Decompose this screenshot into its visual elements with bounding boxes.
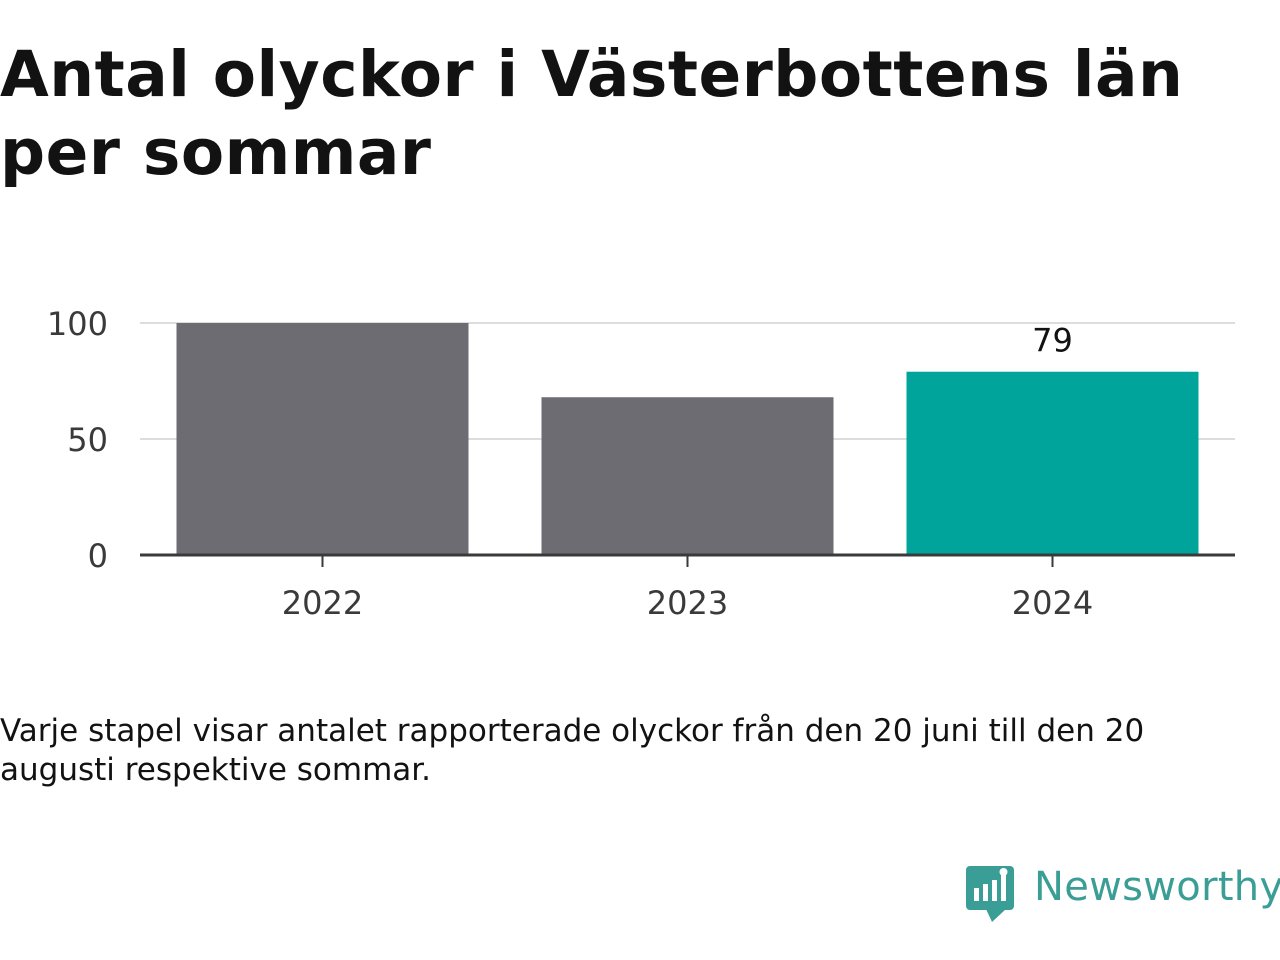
x-tick-label: 2024 [1012, 584, 1093, 622]
brand-logo: Newsworthy [964, 862, 1280, 926]
x-tick-label: 2022 [282, 584, 363, 622]
bars [176, 323, 1199, 555]
y-tick-label: 50 [67, 421, 108, 459]
x-tick-label: 2023 [647, 584, 728, 622]
data-labels: 79 [1032, 322, 1073, 360]
data-label: 79 [1032, 322, 1073, 360]
y-axis-ticks: 0 50 100 [47, 305, 108, 575]
bar-2024 [906, 371, 1199, 555]
y-tick-label: 0 [88, 537, 108, 575]
chart-title: Antal olyckor i Västerbottens län per so… [0, 38, 1184, 189]
brand-name: Newsworthy [1034, 864, 1280, 910]
x-axis: 2022 2023 2024 [140, 553, 1235, 622]
y-tick-label: 100 [47, 305, 108, 343]
chart-caption: Varje stapel visar antalet rapporterade … [0, 713, 1145, 788]
bar-2022 [176, 323, 469, 555]
newsworthy-logo-icon [966, 866, 1014, 922]
bar-chart: 0 50 100 2022 2023 2024 79 [47, 305, 1235, 622]
bar-2023 [541, 397, 834, 555]
